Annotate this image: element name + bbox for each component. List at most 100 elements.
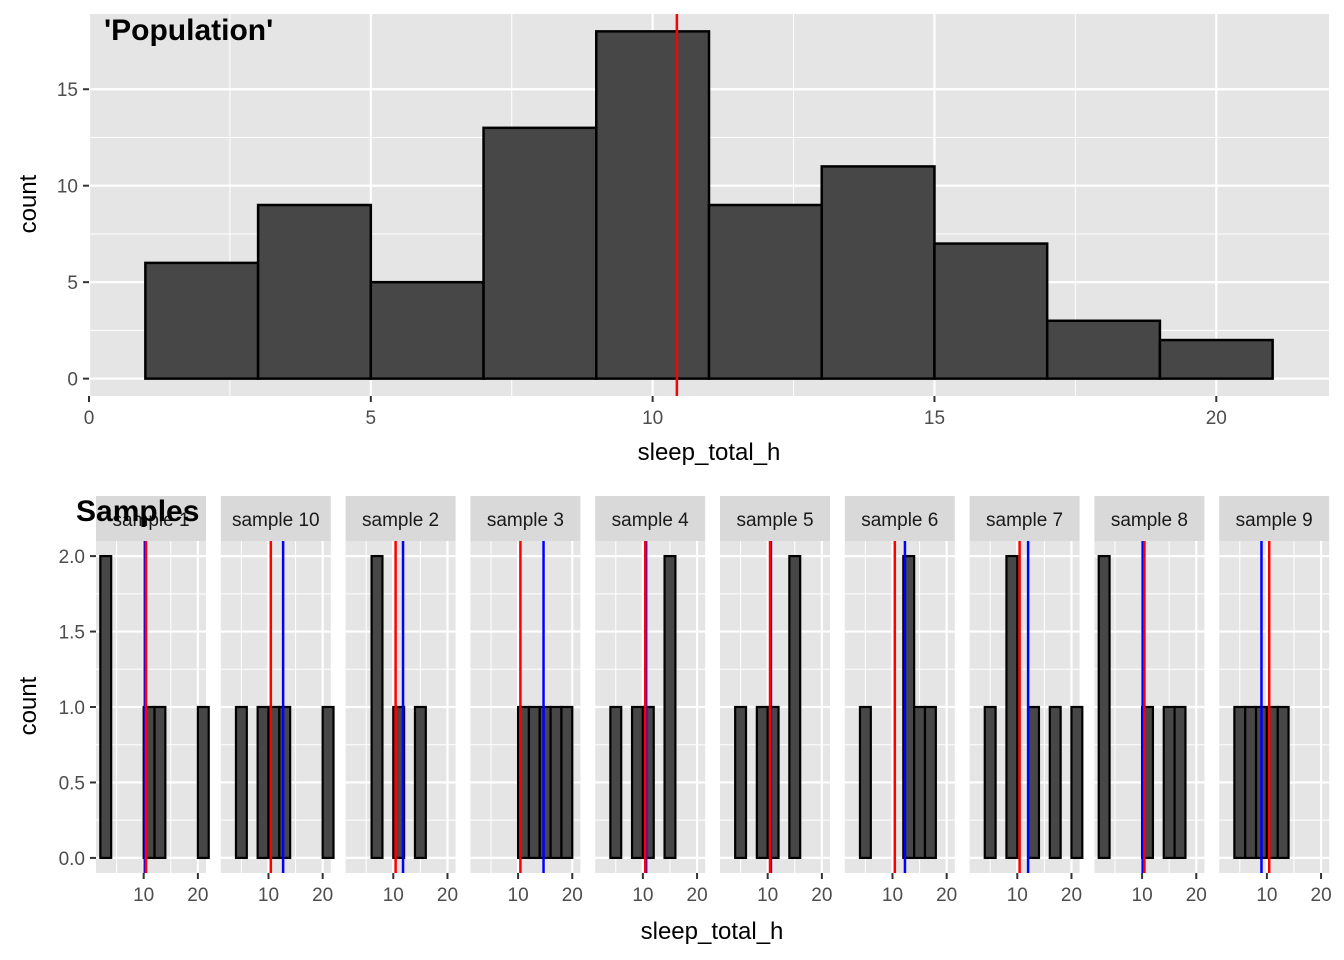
facet-bar [734, 705, 748, 860]
facet-x-tick-label: 10 [1007, 885, 1028, 906]
facet-bar [413, 705, 427, 860]
facet-strip-label: sample 7 [986, 510, 1063, 531]
facet-x-tick-label: 10 [882, 885, 903, 906]
facet-strip [1219, 496, 1330, 541]
population-bar [933, 242, 1049, 380]
facet-bar [663, 554, 677, 860]
facet-bar [99, 554, 113, 860]
facet-strip-label: sample 5 [736, 510, 813, 531]
facet-bar [858, 705, 872, 860]
facet-strip [1094, 496, 1205, 541]
sample-facet: sample 6 10 20 [844, 496, 957, 906]
facet-strip [720, 496, 830, 541]
facet-x-tick-label: 20 [1186, 885, 1207, 906]
facet-strip-label: sample 10 [232, 510, 320, 531]
facet-x-tick-label: 20 [1311, 885, 1332, 906]
population-x-tick-label: 0 [84, 408, 95, 429]
facet-bar [1070, 705, 1084, 860]
population-bar [482, 126, 598, 380]
facet-x-tick-label: 20 [312, 885, 333, 906]
facet-bar [1244, 705, 1258, 860]
samples-x-axis-label: sleep_total_h [641, 918, 784, 945]
sample-facet: sample 3 10 20 [470, 496, 583, 906]
facet-bar [788, 554, 802, 860]
sample-facet: sample 4 10 20 [595, 496, 708, 906]
facet-x-tick-label: 20 [936, 885, 957, 906]
population-bar [707, 203, 823, 380]
facet-x-tick-label: 10 [632, 885, 653, 906]
facet-bar [1048, 705, 1062, 860]
facet-bar [983, 705, 997, 860]
facet-strip-label: sample 2 [362, 510, 439, 531]
facet-strip-label: sample 8 [1111, 510, 1188, 531]
facet-strip-label: sample 9 [1236, 510, 1313, 531]
facet-x-tick-label: 10 [1256, 885, 1277, 906]
facet-bar [560, 705, 574, 860]
facet-bar [549, 705, 563, 860]
facet-strip [470, 496, 581, 541]
facet-strip-label: sample 3 [487, 510, 564, 531]
facet-x-tick-label: 20 [1061, 885, 1082, 906]
sample-facet: sample 8 10 20 [1094, 496, 1207, 906]
facet-bar [527, 705, 541, 860]
population-panel: 0 5 10 15 20 0 5 10 15 [57, 14, 1329, 429]
samples-y-tick-label: 1.5 [59, 623, 85, 644]
facet-bar [755, 705, 769, 860]
population-bar [820, 165, 936, 380]
population-x-axis-label: sleep_total_h [638, 439, 781, 466]
population-bar [595, 30, 711, 380]
facet-bar [1162, 705, 1176, 860]
facet-bar [630, 705, 644, 860]
population-y-tick-label: 5 [67, 273, 78, 294]
samples-panel: 0.0 0.5 1.0 1.5 2.0 sample 1 10 20 sample 10 10 20… [59, 496, 1332, 906]
population-bar [369, 280, 485, 380]
facet-bar [370, 554, 384, 860]
facet-bar [234, 705, 248, 860]
facet-bar [1173, 705, 1187, 860]
samples-title: Samples [76, 495, 199, 528]
sample-facet: sample 5 10 20 [720, 496, 832, 906]
facet-x-tick-label: 10 [258, 885, 279, 906]
population-x-tick-label: 5 [366, 408, 377, 429]
facet-bar [321, 705, 335, 860]
facet-x-tick-label: 10 [383, 885, 404, 906]
sample-facet: sample 1 10 20 [96, 496, 210, 906]
samples-y-tick-label: 0.5 [59, 773, 85, 794]
facet-bar [1233, 705, 1247, 860]
facet-strip-label: sample 6 [861, 510, 938, 531]
facet-bar [641, 705, 655, 860]
facet-bar [1097, 554, 1111, 860]
facet-x-tick-label: 20 [811, 885, 832, 906]
sample-facet: sample 7 10 20 [969, 496, 1084, 906]
facet-bar [913, 705, 927, 860]
facet-x-tick-label: 10 [1132, 885, 1153, 906]
facet-strip-label: sample 1 [112, 510, 189, 531]
facet-bar [278, 705, 292, 860]
population-y-axis-label: count [15, 174, 42, 233]
facet-strip [345, 496, 456, 541]
sample-facet: sample 10 10 20 [220, 496, 335, 906]
facet-strip [595, 496, 706, 541]
samples-y-tick-label: 1.0 [59, 698, 85, 719]
population-title: 'Population' [104, 14, 273, 47]
samples-y-tick-label: 2.0 [59, 547, 85, 568]
sample-facet: sample 9 10 20 [1219, 496, 1332, 906]
facet-x-tick-label: 20 [687, 885, 708, 906]
population-x-tick-label: 10 [642, 408, 663, 429]
facet-bar [153, 705, 167, 860]
facet-x-tick-label: 20 [562, 885, 583, 906]
facet-bar [1005, 554, 1019, 860]
facet-x-tick-label: 10 [757, 885, 778, 906]
facet-x-tick-label: 20 [187, 885, 208, 906]
facet-strip [220, 496, 331, 541]
facet-bar [1027, 705, 1041, 860]
population-x-tick-label: 15 [924, 408, 945, 429]
facet-x-tick-label: 20 [437, 885, 458, 906]
facet-x-tick-label: 10 [133, 885, 154, 906]
facet-strip-label: sample 4 [612, 510, 690, 531]
facet-bar [766, 705, 780, 860]
facet-bar [609, 705, 623, 860]
facet-strip [96, 496, 206, 541]
samples-y-tick-label: 0.0 [59, 849, 85, 870]
